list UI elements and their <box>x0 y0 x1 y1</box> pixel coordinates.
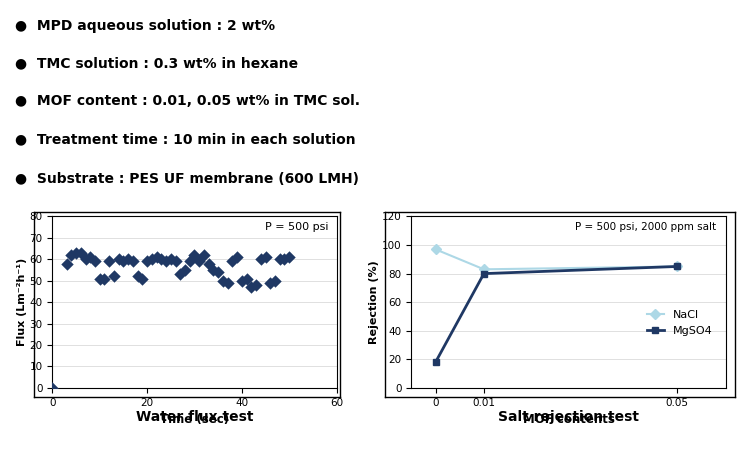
Point <box>193 258 205 265</box>
Point <box>150 253 162 261</box>
Point <box>241 275 253 282</box>
Point <box>165 256 177 263</box>
Point <box>127 258 139 265</box>
Point <box>70 249 82 257</box>
Point <box>227 258 239 265</box>
Line: NaCl: NaCl <box>432 246 681 273</box>
Point <box>136 275 148 282</box>
Point <box>122 256 134 263</box>
Text: ●  Substrate : PES UF membrane (600 LMH): ● Substrate : PES UF membrane (600 LMH) <box>15 172 359 186</box>
Point <box>207 267 219 274</box>
Point <box>113 256 125 263</box>
Point <box>141 258 153 265</box>
Point <box>79 256 91 263</box>
Point <box>245 284 257 291</box>
Point <box>198 251 210 258</box>
Point <box>65 251 77 258</box>
Point <box>99 275 111 282</box>
Point <box>221 279 233 286</box>
Point <box>160 258 172 265</box>
MgSO4 <box>479 271 488 276</box>
MgSO4 <box>431 359 440 365</box>
Point <box>231 253 243 261</box>
Point <box>117 258 129 265</box>
X-axis label: MOF contents: MOF contents <box>523 413 614 426</box>
Point <box>260 253 272 261</box>
Point <box>108 273 120 280</box>
Point <box>250 281 262 289</box>
Text: P = 500 psi: P = 500 psi <box>265 221 328 232</box>
Point <box>174 271 186 278</box>
Point <box>156 256 168 263</box>
Point <box>103 258 115 265</box>
Point <box>94 275 105 282</box>
Point <box>170 258 182 265</box>
Point <box>132 273 144 280</box>
Point <box>61 260 73 267</box>
Text: ●  Treatment time : 10 min in each solution: ● Treatment time : 10 min in each soluti… <box>15 132 355 146</box>
NaCl <box>479 267 488 272</box>
NaCl <box>672 264 681 269</box>
Point <box>85 253 96 261</box>
Point <box>274 256 286 263</box>
Y-axis label: Rejection (%): Rejection (%) <box>370 260 379 344</box>
Point <box>283 253 295 261</box>
Point <box>75 249 87 257</box>
Point <box>179 267 191 274</box>
Text: Water flux test: Water flux test <box>135 410 254 424</box>
Point <box>264 279 276 286</box>
Point <box>278 256 290 263</box>
NaCl <box>431 247 440 252</box>
Point <box>255 256 267 263</box>
Text: P = 500 psi, 2000 ppm salt: P = 500 psi, 2000 ppm salt <box>575 221 716 232</box>
Point <box>184 258 196 265</box>
Point <box>188 251 200 258</box>
Point <box>203 260 215 267</box>
Point <box>217 277 229 284</box>
X-axis label: Time (sec): Time (sec) <box>160 413 229 426</box>
Text: ●  MOF content : 0.01, 0.05 wt% in TMC sol.: ● MOF content : 0.01, 0.05 wt% in TMC so… <box>15 94 360 108</box>
Point <box>146 256 158 263</box>
Point <box>46 384 58 391</box>
Point <box>269 277 281 284</box>
Text: Salt rejection test: Salt rejection test <box>498 410 639 424</box>
Y-axis label: Flux (Lm⁻²h⁻¹): Flux (Lm⁻²h⁻¹) <box>16 258 27 346</box>
Line: MgSO4: MgSO4 <box>432 263 681 366</box>
Legend: NaCl, MgSO4: NaCl, MgSO4 <box>643 305 717 340</box>
Point <box>89 258 101 265</box>
Text: ●  TMC solution : 0.3 wt% in hexane: ● TMC solution : 0.3 wt% in hexane <box>15 57 298 71</box>
Point <box>236 277 248 284</box>
Point <box>212 268 224 276</box>
Text: ●  MPD aqueous solution : 2 wt%: ● MPD aqueous solution : 2 wt% <box>15 19 275 33</box>
MgSO4 <box>672 264 681 269</box>
